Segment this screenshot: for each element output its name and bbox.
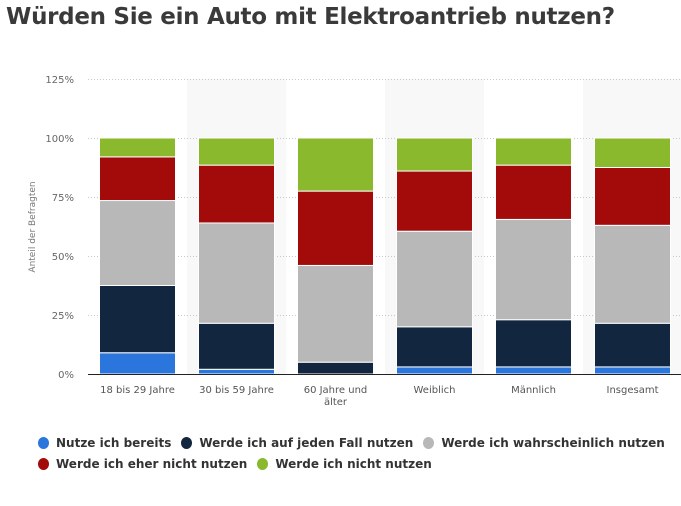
legend-label: Nutze ich bereits: [56, 436, 172, 450]
y-tick-label: 50%: [52, 252, 74, 263]
legend-dot-icon: [423, 437, 435, 449]
y-tick-label: 25%: [52, 311, 74, 322]
bar-segment[interactable]: [297, 361, 374, 375]
bar-segment[interactable]: [495, 218, 572, 321]
bar-segment[interactable]: [594, 224, 671, 324]
legend-item[interactable]: Werde ich wahrscheinlich nutzen: [423, 436, 665, 450]
legend-label: Werde ich wahrscheinlich nutzen: [441, 436, 665, 450]
y-tick-label: 75%: [52, 193, 74, 204]
y-tick-label: 100%: [45, 134, 74, 145]
legend-label: Werde ich nicht nutzen: [275, 457, 432, 471]
chart-title: Würden Sie ein Auto mit Elektroantrieb n…: [6, 4, 615, 30]
bar-segment[interactable]: [594, 167, 671, 226]
legend-item[interactable]: Werde ich nicht nutzen: [257, 457, 432, 471]
legend-item[interactable]: Werde ich auf jeden Fall nutzen: [181, 436, 413, 450]
x-tick-label: Insgesamt: [607, 385, 659, 396]
bar-segment[interactable]: [495, 164, 572, 220]
legend-dot-icon: [257, 458, 269, 470]
legend-label: Werde ich eher nicht nutzen: [56, 457, 248, 471]
bar-segment[interactable]: [198, 137, 275, 166]
bar-segment[interactable]: [198, 222, 275, 324]
bar-segment[interactable]: [396, 326, 473, 368]
bar-segment[interactable]: [99, 200, 176, 286]
bar-segment[interactable]: [297, 137, 374, 192]
x-tick-label: 30 bis 59 Jahre: [199, 385, 274, 396]
bar-segment[interactable]: [99, 285, 176, 354]
legend-dot-icon: [38, 437, 49, 449]
x-tick-label: Männlich: [511, 385, 556, 396]
bar-segment[interactable]: [198, 164, 275, 224]
bar-segment[interactable]: [99, 156, 176, 202]
y-tick-label: 0%: [58, 370, 74, 381]
x-tick-label: Weiblich: [414, 385, 456, 396]
legend: Nutze ich bereits Werde ich auf jeden Fal…: [38, 436, 678, 478]
bar-segment[interactable]: [594, 366, 671, 375]
y-tick-label: 125%: [45, 75, 74, 86]
bar-segment[interactable]: [594, 322, 671, 368]
legend-item[interactable]: Nutze ich bereits: [38, 436, 171, 450]
x-tick-label: 18 bis 29 Jahre: [100, 385, 175, 396]
legend-dot-icon: [181, 437, 193, 449]
bar-segment[interactable]: [297, 264, 374, 363]
bar-segment[interactable]: [396, 170, 473, 232]
bar-segment[interactable]: [99, 137, 176, 158]
bar-segment[interactable]: [495, 137, 572, 166]
bar-segment[interactable]: [495, 319, 572, 368]
bar-segment[interactable]: [297, 190, 374, 266]
bar-segment[interactable]: [99, 352, 176, 375]
bar-segment[interactable]: [396, 137, 473, 172]
bar-segment[interactable]: [594, 137, 671, 168]
stacked-bar-chart: 0% 25% 50% 75% 100% 125% Anteil der Befragten…: [28, 75, 681, 408]
bar-segment[interactable]: [495, 366, 572, 375]
bar-segment[interactable]: [396, 230, 473, 328]
bar-segment[interactable]: [396, 366, 473, 375]
legend-dot-icon: [38, 458, 49, 470]
legend-label: Werde ich auf jeden Fall nutzen: [199, 436, 414, 450]
y-axis-label: Anteil der Befragten: [28, 181, 38, 272]
bar-segment[interactable]: [198, 368, 275, 375]
bar-segment[interactable]: [198, 322, 275, 370]
legend-item[interactable]: Werde ich eher nicht nutzen: [38, 457, 247, 471]
x-tick-label: 60 Jahre und älter: [304, 385, 368, 408]
